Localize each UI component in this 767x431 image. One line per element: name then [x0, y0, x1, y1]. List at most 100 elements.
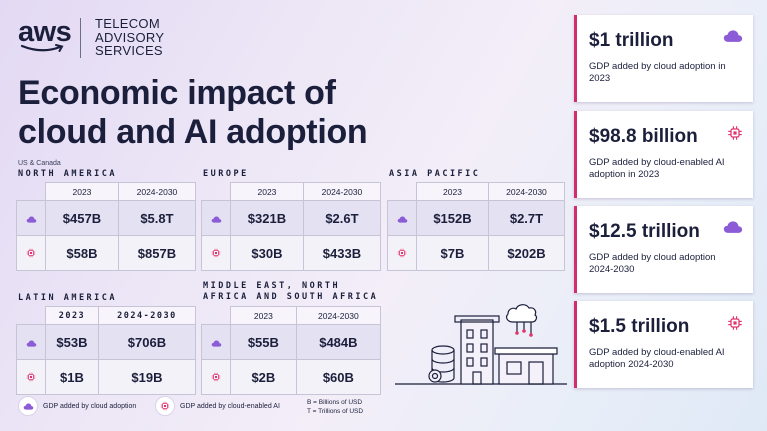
stat-card: $1 trillion GDP added by cloud adoption … — [574, 15, 753, 102]
row-icon-cell — [16, 324, 46, 360]
row-icon-cell — [201, 359, 231, 395]
value-cell: $19B — [97, 359, 197, 395]
page-title-line: cloud and AI adoption — [18, 113, 368, 151]
value-cell: $53B — [45, 324, 99, 360]
col-header-2024-2030: 2024-2030 — [295, 306, 382, 325]
brand-subtitle-line: TELECOM — [95, 16, 160, 31]
row-icon-cell — [16, 200, 46, 236]
col-header-2023: 2023 — [230, 306, 297, 325]
col-header-2024-2030: 2024-2030 — [97, 306, 197, 325]
row-icon-cell — [16, 359, 46, 395]
units-note: B = Billions of USD T = Trillions of USD — [307, 398, 363, 416]
region-table-mena: 2023 2024-2030 $55B $484B $2B $60B — [201, 306, 382, 395]
row-icon-cell — [387, 235, 417, 271]
ai-chip-icon — [397, 248, 407, 258]
value-cell: $2.6T — [302, 200, 382, 236]
region-label-mena: MIDDLE EAST, NORTH AFRICA AND SOUTH AFRI… — [203, 281, 378, 303]
region-table-asia-pacific: 2023 2024-2030 $152B $2.7T $7B $202B — [387, 182, 566, 271]
legend-label: GDP added by cloud adoption — [43, 402, 137, 410]
table-header-blank — [388, 183, 417, 201]
value-cell: $5.8T — [117, 200, 197, 236]
page-title: Economic impact of cloud and AI adoption — [18, 74, 458, 152]
brand-subtitle-line: ADVISORY — [95, 29, 165, 45]
table-header-blank — [17, 183, 46, 201]
table-header-blank — [202, 183, 231, 201]
row-icon-cell — [387, 200, 417, 236]
region-label-line: MIDDLE EAST, NORTH — [203, 281, 341, 291]
ai-chip-icon — [160, 401, 170, 411]
legend-label: GDP added by cloud-enabled AI — [180, 402, 280, 410]
value-cell: $457B — [45, 200, 119, 236]
stat-description: GDP added by cloud adoption in 2023 — [589, 61, 726, 84]
value-cell: $433B — [302, 235, 382, 271]
cloud-icon — [211, 340, 222, 347]
value-cell: $2B — [230, 359, 297, 395]
cloud-icon — [723, 220, 743, 234]
cloud-icon — [723, 29, 743, 43]
ai-chip-icon — [727, 125, 743, 141]
ai-chip-icon — [211, 372, 221, 382]
legend-icon-circle — [155, 396, 175, 416]
stat-value: $1.5 trillion — [589, 316, 690, 337]
region-label-asia-pacific: ASIA PACIFIC — [389, 169, 481, 179]
table-header-blank — [202, 307, 231, 325]
legend-icon-circle — [18, 396, 38, 416]
value-cell: $7B — [416, 235, 489, 271]
ai-chip-icon — [26, 372, 36, 382]
cloud-icon — [26, 216, 37, 223]
cloud-icon — [211, 216, 222, 223]
value-cell: $857B — [117, 235, 197, 271]
building-illustration — [395, 304, 567, 385]
value-cell: $55B — [230, 324, 297, 360]
value-cell: $2.7T — [487, 200, 566, 236]
col-header-2023: 2023 — [230, 182, 304, 201]
region-table-europe: 2023 2024-2030 $321B $2.6T $30B $433B — [201, 182, 382, 271]
cloud-icon — [23, 403, 34, 410]
row-icon-cell — [201, 324, 231, 360]
ai-chip-icon — [727, 315, 743, 331]
stat-value: $1 trillion — [589, 30, 674, 51]
stat-description: GDP added by cloud-enabled AI adoption i… — [589, 157, 725, 180]
stat-value: $12.5 trillion — [589, 221, 700, 242]
value-cell: $152B — [416, 200, 489, 236]
value-cell: $1B — [45, 359, 99, 395]
value-cell: $30B — [230, 235, 304, 271]
region-table-latin-america: 2023 2024-2030 $53B $706B $1B $19B — [16, 306, 197, 395]
brand-subtitle: TELECOM ADVISORY SERVICES — [95, 17, 164, 58]
aws-smile-icon — [20, 44, 64, 52]
region-label-north-america: NORTH AMERICA — [18, 169, 118, 179]
brand-subtitle-line: SERVICES — [95, 43, 163, 58]
ai-chip-icon — [211, 248, 221, 258]
cloud-icon — [26, 340, 37, 347]
col-header-2024-2030: 2024-2030 — [117, 182, 197, 201]
col-header-2023: 2023 — [45, 182, 119, 201]
cloud-icon — [397, 216, 408, 223]
value-cell: $484B — [295, 324, 382, 360]
stat-description: GDP added by cloud adoption 2024-2030 — [589, 252, 716, 275]
region-subtitle: US & Canada — [18, 160, 61, 167]
page-title-line: Economic impact of — [18, 74, 336, 112]
value-cell: $60B — [295, 359, 382, 395]
row-icon-cell — [201, 200, 231, 236]
region-label-latin-america: LATIN AMERICA — [18, 293, 118, 303]
col-header-2024-2030: 2024-2030 — [487, 182, 566, 201]
units-note-line: T = Trillions of USD — [307, 408, 364, 415]
table-header-blank — [17, 307, 46, 325]
stat-card: $98.8 billion GDP added by cloud-enabled… — [574, 111, 753, 198]
aws-logo: aws — [18, 16, 72, 48]
col-header-2023: 2023 — [416, 182, 489, 201]
region-label-europe: EUROPE — [203, 169, 249, 179]
stat-value: $98.8 billion — [589, 126, 698, 147]
legend-item-cloud: GDP added by cloud adoption — [18, 396, 136, 416]
row-icon-cell — [201, 235, 231, 271]
stat-card: $1.5 trillion GDP added by cloud-enabled… — [574, 301, 753, 388]
region-table-north-america: 2023 2024-2030 $457B $5.8T $58B $857B — [16, 182, 197, 271]
stat-description: GDP added by cloud-enabled AI adoption 2… — [589, 347, 725, 370]
row-icon-cell — [16, 235, 46, 271]
value-cell: $58B — [45, 235, 119, 271]
legend-item-ai: GDP added by cloud-enabled AI — [155, 396, 280, 416]
region-label-line: AFRICA AND SOUTH AFRICA — [203, 292, 379, 302]
col-header-2023: 2023 — [45, 306, 99, 325]
units-note-line: B = Billions of USD — [307, 399, 363, 406]
logo-divider — [80, 18, 81, 58]
